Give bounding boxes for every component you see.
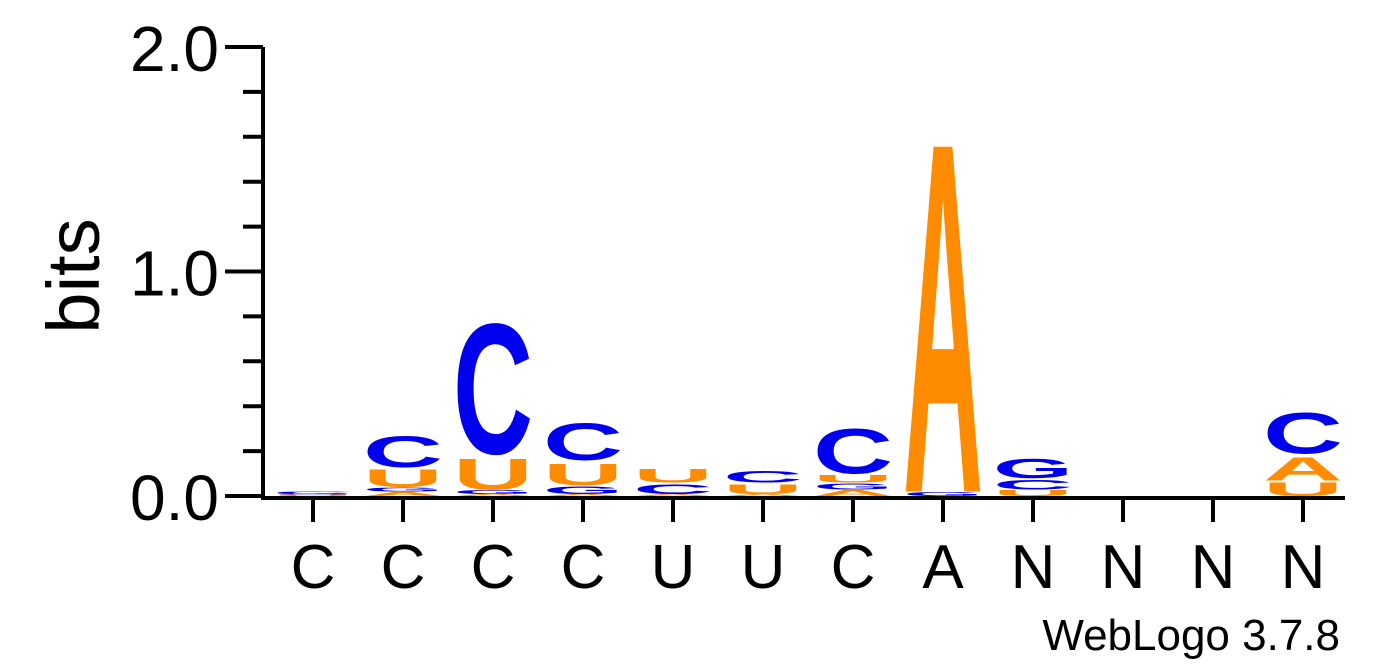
- x-tick-label: U: [741, 533, 786, 602]
- logo-glyph-c: C: [813, 416, 893, 487]
- logo-glyph-c: C: [723, 467, 803, 486]
- logo-glyph-c: C: [363, 427, 443, 477]
- logo-glyph-u: U: [363, 465, 443, 493]
- logo-glyph-u: U: [723, 481, 803, 497]
- logo-glyph-c: C: [633, 481, 713, 497]
- logo-glyph-c: C: [543, 413, 623, 472]
- logo-glyph-u: U: [273, 494, 353, 496]
- x-tick-label: N: [1191, 533, 1236, 602]
- x-tick-label: N: [1281, 533, 1326, 602]
- logo-glyph-u: U: [543, 457, 623, 491]
- logo-glyph-g: G: [543, 484, 623, 496]
- logo-glyph-u: U: [813, 472, 893, 484]
- x-tick-label: N: [1101, 533, 1146, 602]
- logo-glyph-u: U: [1263, 478, 1343, 500]
- logo-glyph-c: C: [1263, 401, 1343, 466]
- logo-glyph-c: C: [273, 491, 353, 494]
- x-tick-label: C: [381, 533, 426, 602]
- x-tick-label: A: [922, 533, 964, 602]
- logo-glyph-a: A: [723, 493, 803, 496]
- x-tick-label: C: [471, 533, 516, 602]
- logo-glyph-g: G: [813, 482, 893, 491]
- logo-glyph-g: G: [273, 493, 353, 495]
- logo-glyph-u: U: [993, 488, 1073, 497]
- y-axis-title: bits: [32, 218, 115, 333]
- logo-glyph-u: U: [453, 449, 533, 499]
- y-tick-label: 1.0: [130, 238, 219, 310]
- logo-glyph-u: U: [633, 465, 713, 487]
- y-tick-label: 2.0: [130, 13, 219, 85]
- logo-glyph-g: G: [903, 491, 983, 497]
- x-tick-label: N: [1011, 533, 1056, 602]
- logo-glyph-a: A: [453, 493, 533, 496]
- x-tick-label: U: [651, 533, 696, 602]
- logo-glyph-a: A: [543, 493, 623, 496]
- logo-glyph-a: A: [363, 491, 443, 497]
- logo-glyph-g: G: [453, 489, 533, 495]
- logo-glyph-a: A: [813, 488, 893, 497]
- y-tick-label: 0.0: [130, 462, 219, 534]
- logo-glyph-g: G: [993, 453, 1073, 484]
- logo-glyph-g: G: [363, 487, 443, 493]
- logo-glyph-a: A: [633, 493, 713, 496]
- y-ticks: 0.0 1.0 2.0: [130, 13, 263, 534]
- x-tick-label: C: [561, 533, 606, 602]
- logo-glyph-a: A: [1263, 450, 1343, 487]
- logo-glyph-c: C: [453, 284, 533, 493]
- x-tick-label: C: [291, 533, 336, 602]
- logo-glyph-c: C: [993, 477, 1073, 493]
- weblogo-credit: WebLogo 3.7.8: [1042, 611, 1340, 660]
- x-tick-label: C: [831, 533, 876, 602]
